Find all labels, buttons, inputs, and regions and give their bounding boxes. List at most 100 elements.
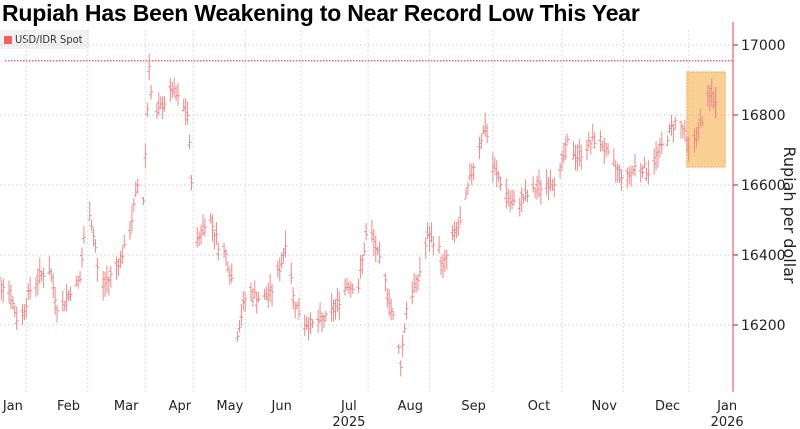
price-bar xyxy=(471,163,476,181)
price-bar xyxy=(377,241,382,264)
price-bar xyxy=(10,295,15,309)
price-bar xyxy=(187,134,192,149)
price-bar xyxy=(402,323,407,334)
price-bar xyxy=(439,256,444,275)
price-bar xyxy=(243,292,248,312)
price-bar xyxy=(615,163,620,183)
price-bar xyxy=(427,225,432,252)
price-bar xyxy=(268,273,273,303)
price-bar xyxy=(316,309,321,333)
price-bar xyxy=(416,275,420,291)
price-bar xyxy=(143,143,148,169)
price-bar xyxy=(454,222,459,239)
price-bar xyxy=(552,177,557,197)
price-bar xyxy=(458,206,463,225)
price-bar xyxy=(7,280,12,303)
price-bar xyxy=(162,96,167,112)
price-bar xyxy=(371,228,376,257)
x-tick-label: Jan xyxy=(716,399,737,414)
price-bar xyxy=(189,174,194,191)
price-bar xyxy=(256,291,261,303)
price-bar xyxy=(116,258,121,276)
price-bar xyxy=(431,236,436,256)
x-tick-label: May xyxy=(216,399,243,414)
price-bar xyxy=(306,318,311,341)
price-bar xyxy=(224,248,228,266)
price-bar xyxy=(89,219,94,231)
price-bar xyxy=(248,282,253,301)
price-bar xyxy=(0,277,2,279)
price-bar xyxy=(212,229,217,250)
price-bar xyxy=(590,123,595,142)
price-bar xyxy=(465,181,470,195)
price-bar xyxy=(81,225,86,244)
price-bar xyxy=(577,139,582,167)
price-bar xyxy=(199,224,204,245)
y-tick-label: 16800 xyxy=(741,108,786,124)
y-tick-label: 16400 xyxy=(741,248,786,264)
price-bar xyxy=(229,263,234,283)
price-bar xyxy=(350,283,355,294)
price-bar xyxy=(680,124,685,139)
price-bar xyxy=(66,290,71,302)
x-tick-label: Feb xyxy=(57,399,80,414)
price-bar xyxy=(104,265,109,293)
price-bar xyxy=(291,287,296,310)
legend-label: USD/IDR Spot xyxy=(15,33,83,46)
price-bar xyxy=(122,234,127,249)
x-tick-label: Jan xyxy=(2,399,23,414)
price-bar xyxy=(241,290,246,311)
price-bar xyxy=(525,189,530,203)
legend: USD/IDR Spot xyxy=(0,30,89,49)
price-bar xyxy=(310,319,315,328)
price-bar xyxy=(490,152,495,183)
price-bar xyxy=(323,310,328,322)
legend-swatch xyxy=(4,35,12,44)
price-bar xyxy=(24,297,29,319)
price-bar xyxy=(700,116,705,128)
price-bar xyxy=(235,331,240,342)
price-bar xyxy=(667,123,672,134)
price-bar xyxy=(452,221,457,244)
price-bar xyxy=(625,167,630,189)
price-bar xyxy=(536,169,541,198)
price-bar xyxy=(656,145,660,168)
price-bar xyxy=(343,278,348,296)
price-bar xyxy=(481,125,486,135)
price-bar xyxy=(289,262,294,284)
price-bar xyxy=(456,218,461,237)
price-bar xyxy=(185,101,190,125)
price-bar xyxy=(450,225,455,241)
price-bar xyxy=(611,148,616,167)
price-bar xyxy=(410,281,415,305)
price-bar xyxy=(237,320,242,333)
price-bar xyxy=(383,273,388,292)
price-bar xyxy=(60,290,65,311)
price-bar xyxy=(504,178,509,209)
chart-title: Rupiah Has Been Weakening to Near Record… xyxy=(2,0,640,26)
price-bar xyxy=(120,246,125,265)
price-bar xyxy=(174,85,179,101)
price-bar xyxy=(485,123,490,144)
price-bar xyxy=(49,268,54,282)
price-bar xyxy=(12,304,17,318)
price-bar xyxy=(602,137,607,165)
price-bar xyxy=(558,162,563,179)
price-bar xyxy=(523,179,528,202)
price-bar xyxy=(544,168,549,196)
price-bar xyxy=(222,242,227,259)
price-bar xyxy=(296,298,301,320)
price-bar xyxy=(496,171,501,183)
price-bar xyxy=(385,288,390,308)
price-bar xyxy=(538,179,543,205)
price-bar xyxy=(168,77,173,103)
price-bar xyxy=(129,206,134,232)
price-bar xyxy=(652,148,657,175)
price-bar xyxy=(404,301,409,320)
price-bar xyxy=(225,261,230,273)
price-bar xyxy=(264,286,269,301)
price-bar xyxy=(464,188,468,200)
price-bar xyxy=(195,226,200,248)
price-bar xyxy=(531,176,536,193)
x-tick-label: Dec xyxy=(655,399,680,414)
